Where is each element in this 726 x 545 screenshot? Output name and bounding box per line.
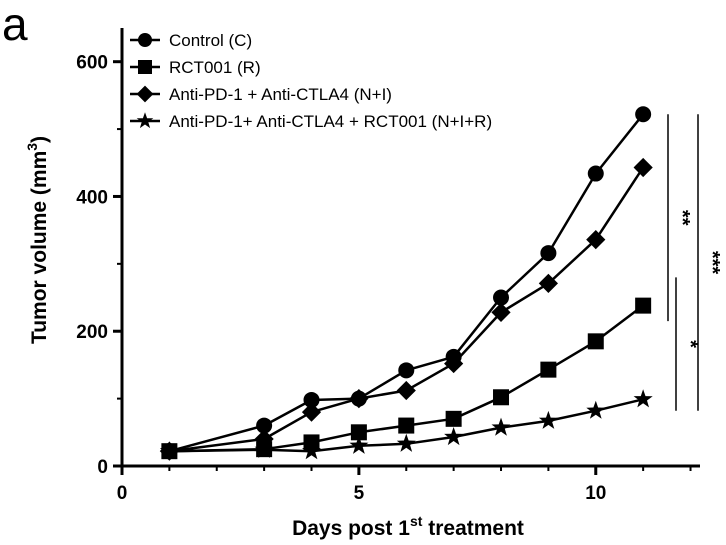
x-tick-label: 10 <box>585 483 606 504</box>
legend-marker-circle <box>138 33 152 47</box>
panel-label: a <box>2 0 28 50</box>
series-3 <box>159 157 653 461</box>
series-1 <box>161 106 652 460</box>
data-point-square <box>445 410 462 427</box>
data-point-square <box>587 333 604 350</box>
data-point-circle <box>303 391 320 408</box>
data-point-star <box>586 400 606 419</box>
legend-label: Anti-PD-1 + Anti-CTLA4 (N+I) <box>169 85 392 104</box>
data-point-circle <box>493 289 510 306</box>
data-point-diamond <box>586 229 606 250</box>
data-point-star <box>159 441 179 460</box>
significance-label: *** <box>701 251 723 275</box>
y-tick-label: 200 <box>76 322 108 343</box>
data-point-diamond <box>349 389 369 409</box>
y-tick-label: 0 <box>97 457 108 478</box>
data-point-diamond <box>254 429 274 449</box>
data-point-star <box>396 433 416 452</box>
data-point-square <box>350 424 367 441</box>
series-layer <box>159 106 653 461</box>
series-line <box>169 113 645 453</box>
legend-marker-star <box>136 112 154 129</box>
legend-item: Anti-PD-1 + Anti-CTLA4 (N+I) <box>130 85 392 104</box>
data-point-circle <box>540 245 557 262</box>
data-point-circle <box>587 165 604 182</box>
data-point-diamond <box>491 302 511 322</box>
legend-label: Anti-PD-1+ Anti-CTLA4 + RCT001 (N+I+R) <box>169 112 492 131</box>
series-line <box>169 166 645 453</box>
data-point-square <box>540 361 557 378</box>
axes: 0 200 400 600 0 5 10 <box>76 28 700 504</box>
data-point-square <box>398 417 415 434</box>
data-point-square <box>635 297 652 314</box>
data-point-circle <box>635 106 652 123</box>
series-line <box>169 304 644 453</box>
x-axis-label: Days post 1st treatment <box>292 513 524 540</box>
data-point-star <box>538 410 558 429</box>
data-point-diamond <box>444 353 464 374</box>
legend-item: RCT001 (R) <box>130 58 261 77</box>
legend-marker-square <box>138 60 152 74</box>
x-tick-label: 0 <box>117 483 128 504</box>
data-point-star <box>633 389 653 408</box>
data-point-diamond <box>301 402 322 422</box>
data-point-square <box>493 389 510 406</box>
legend-marker-diamond <box>136 85 154 103</box>
y-axis-label: Tumor volume (mm3) <box>24 136 51 344</box>
series-line <box>169 398 644 453</box>
data-point-star <box>349 435 369 454</box>
series-4 <box>159 389 653 460</box>
data-point-circle <box>398 362 415 379</box>
y-tick-label: 400 <box>76 187 108 208</box>
data-point-diamond <box>633 157 653 178</box>
x-tick-label: 5 <box>354 483 365 504</box>
legend-item: Control (C) <box>130 31 252 50</box>
legend-label: RCT001 (R) <box>169 58 261 77</box>
significance-brackets: ****** <box>667 114 723 411</box>
data-point-diamond <box>538 273 558 293</box>
significance-label: ** <box>671 210 693 226</box>
data-point-star <box>491 417 511 436</box>
legend-item: Anti-PD-1+ Anti-CTLA4 + RCT001 (N+I+R) <box>130 112 492 131</box>
significance-label: * <box>679 340 701 348</box>
data-point-diamond <box>396 380 416 401</box>
legend-label: Control (C) <box>169 31 252 50</box>
data-point-star <box>302 441 321 460</box>
data-point-star <box>444 427 464 446</box>
legend: Control (C) RCT001 (R) Anti-PD-1 + Anti-CT… <box>130 31 492 131</box>
data-point-circle <box>256 417 273 434</box>
data-point-star <box>254 439 274 458</box>
y-tick-label: 600 <box>76 53 108 74</box>
